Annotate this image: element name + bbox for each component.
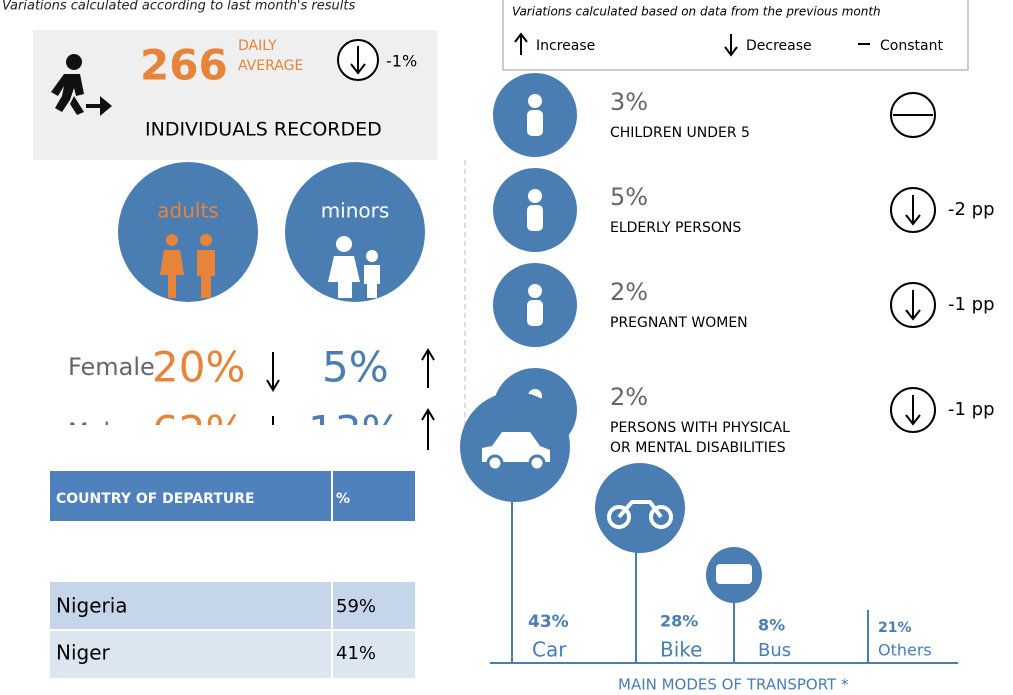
table-row [50, 630, 415, 678]
icon-adults [160, 234, 215, 298]
vulnerable-value: 5% [610, 183, 648, 211]
legend-item: Decrease [746, 38, 812, 54]
vulnerable-icon [527, 300, 543, 326]
minors-label: minors [321, 199, 390, 223]
icon-bus [716, 564, 752, 584]
icon-down [905, 195, 921, 226]
summary-average: AVERAGE [238, 58, 303, 74]
icon-down [266, 352, 280, 392]
vulnerable-label: PERSONS WITH PHYSICAL [610, 420, 790, 436]
summary-label: INDIVIDUALS RECORDED [145, 119, 382, 141]
icon-minors [328, 236, 380, 298]
vulnerable-variation: -1 pp [948, 399, 995, 420]
table-gap [50, 425, 415, 471]
vulnerable-variation: -1 pp [948, 294, 995, 315]
transport-title: MAIN MODES OF TRANSPORT * [618, 676, 849, 694]
vulnerable-label: PREGNANT WOMEN [610, 315, 748, 331]
adults-circle [118, 162, 258, 302]
summary-daily: DAILY [238, 38, 277, 54]
table-cell: 59% [336, 596, 376, 617]
table-header [50, 471, 415, 521]
icon-down [724, 34, 738, 57]
mode-value: 8% [758, 616, 785, 635]
vulnerable-variation: -2 pp [948, 199, 995, 220]
summary-value: 266 [140, 41, 228, 90]
mode-label: Others [878, 641, 932, 660]
icon-bike [607, 500, 673, 529]
vulnerable-value: 2% [610, 383, 648, 411]
mode-value: 28% [660, 612, 698, 631]
female-label: Female [68, 353, 155, 381]
adults-label: adults [157, 199, 218, 223]
bike-circle [595, 463, 685, 553]
icon-down [905, 290, 921, 321]
table-header-cell: % [336, 491, 350, 507]
icon-up [421, 408, 435, 450]
vulnerable-icon [528, 189, 542, 203]
minors-circle [285, 162, 425, 302]
icon-down [905, 395, 921, 426]
icon-walker [51, 54, 112, 116]
vulnerable-icon [527, 110, 543, 136]
table-cell: 41% [336, 643, 376, 664]
table-header-cell: COUNTRY OF DEPARTURE [56, 491, 255, 507]
vulnerable-icon [527, 205, 543, 231]
mode-label: Bike [660, 638, 702, 662]
vulnerable-value: 3% [610, 88, 648, 116]
female-minors: 5% [322, 343, 389, 392]
vulnerable-label: OR MENTAL DISABILITIES [610, 440, 786, 456]
vulnerable-label: ELDERLY PERSONS [610, 220, 741, 236]
note: Variations calculated according to last … [2, 0, 355, 14]
mode-value: 21% [878, 620, 912, 636]
vulnerable-label: CHILDREN UNDER 5 [610, 125, 750, 141]
table-cell: Niger [56, 641, 111, 665]
vulnerable-icon [528, 94, 542, 108]
legend-box [502, 0, 969, 71]
transport [460, 392, 958, 664]
icon-down [350, 46, 366, 75]
vulnerable-icon [528, 284, 542, 298]
summary-variation: -1% [386, 52, 417, 71]
female-adults: 20% [152, 343, 245, 392]
mode-label: Bus [758, 640, 791, 661]
legend-caption: Variations calculated based on data from… [512, 5, 881, 19]
mode-label: Car [532, 638, 567, 662]
table-row [50, 582, 415, 630]
icon-up [514, 32, 528, 55]
icon-up [421, 348, 435, 388]
mode-value: 43% [528, 612, 569, 632]
table-cell: Nigeria [56, 594, 128, 618]
icon-car [482, 432, 550, 462]
vulnerable-value: 2% [610, 278, 648, 306]
legend-item: Increase [536, 38, 595, 54]
legend-item: Constant [880, 38, 943, 54]
summary-panel [33, 30, 437, 160]
